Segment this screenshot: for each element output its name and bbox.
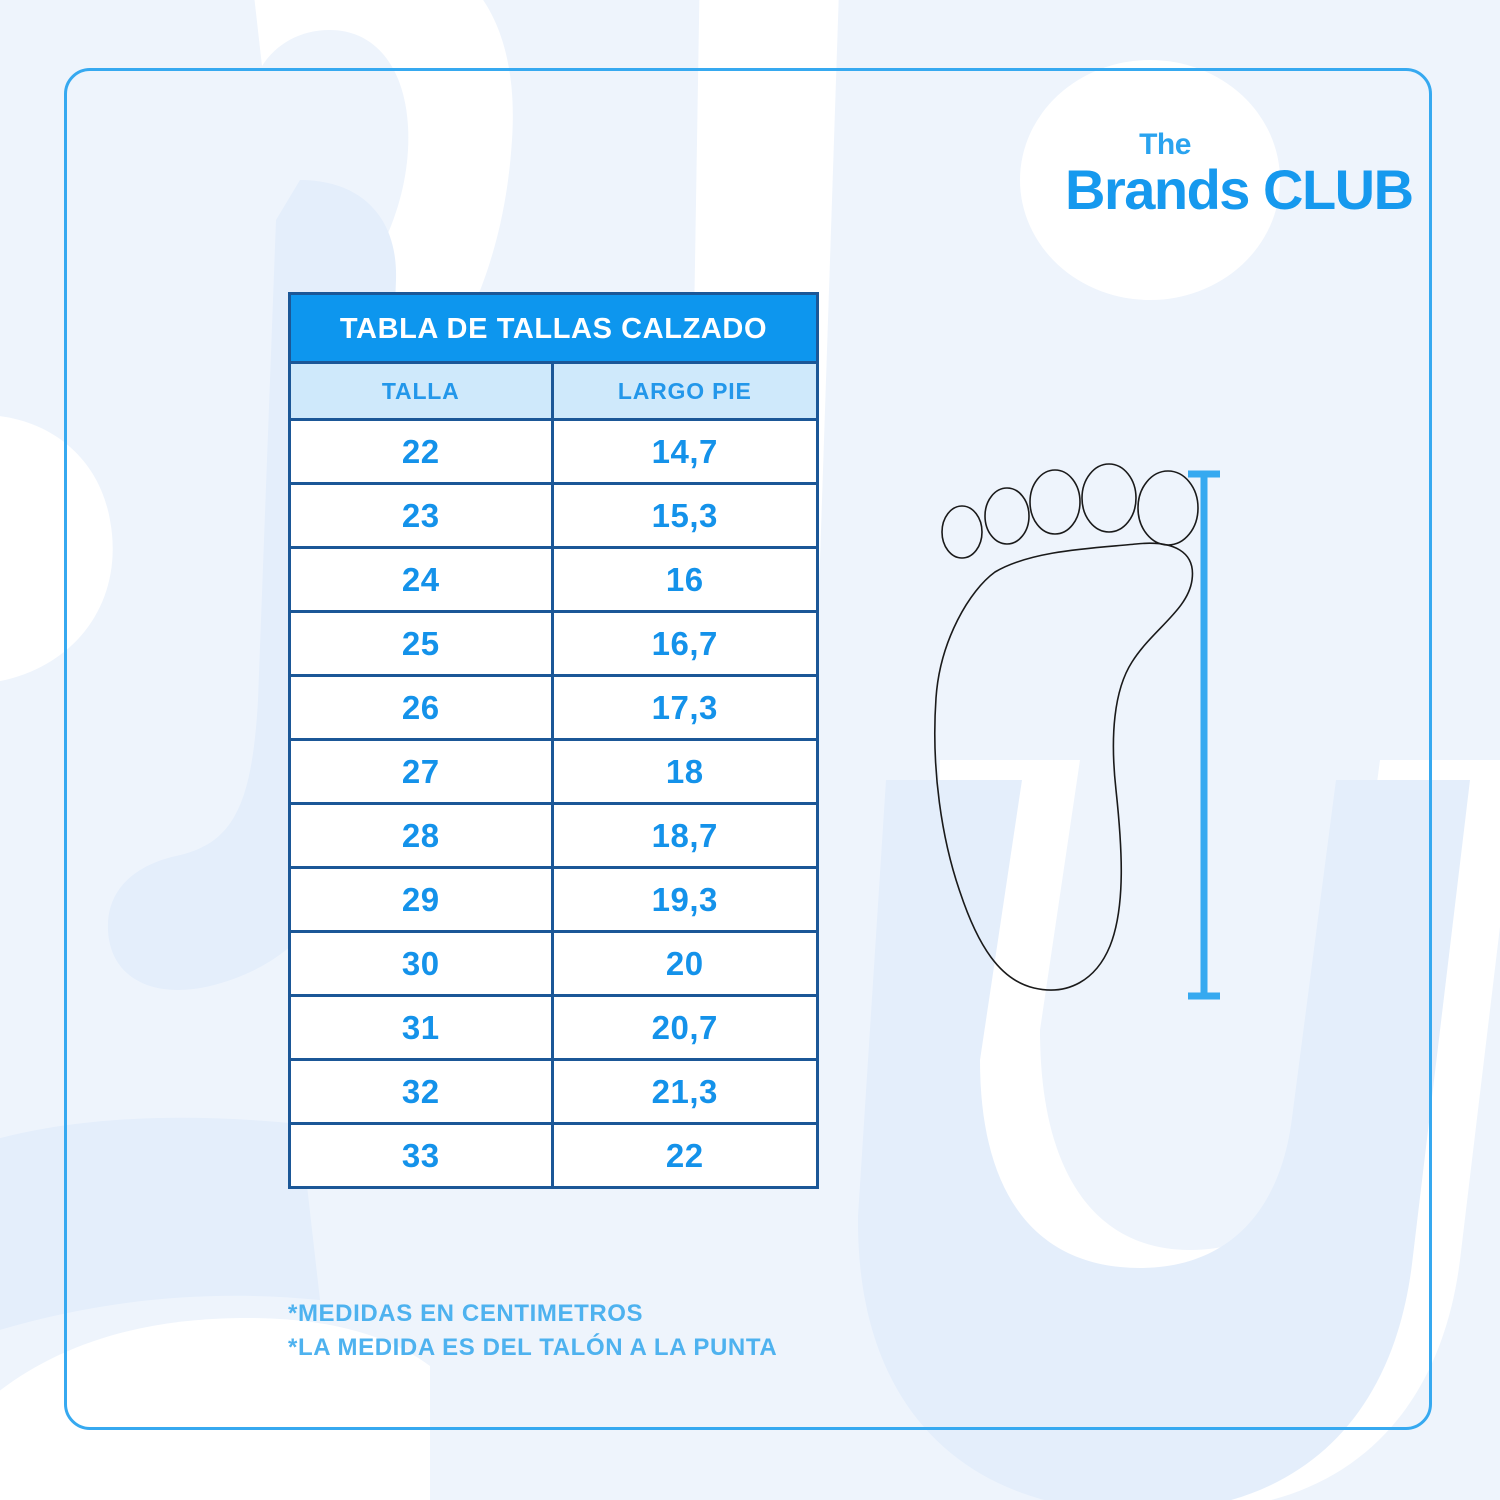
- cell-talla: 27: [291, 741, 554, 802]
- cell-talla: 24: [291, 549, 554, 610]
- cell-largo-pie: 16: [665, 561, 704, 598]
- logo-brands-club-text: Brands CLUB: [1065, 158, 1414, 221]
- table-row: 31 20,7: [291, 997, 816, 1061]
- cell-largo-pie: 20: [665, 945, 704, 982]
- cell-talla: 28: [291, 805, 554, 866]
- cell-talla: 22: [291, 421, 554, 482]
- shoe-size-table: TABLA DE TALLAS CALZADO TALLA LARGO PIE …: [288, 292, 819, 1189]
- cell-largo-pie: 18: [665, 753, 704, 790]
- cell-largo-pie: 15,3: [651, 497, 718, 534]
- table-row: 26 17,3: [291, 677, 816, 741]
- foot-diagram: [934, 463, 1220, 1000]
- table-row: 30 20: [291, 933, 816, 997]
- table-title: TABLA DE TALLAS CALZADO: [291, 295, 816, 364]
- footnotes: *MEDIDAS EN CENTIMETROS *LA MEDIDA ES DE…: [288, 1297, 777, 1365]
- logo-the-text: The: [1139, 128, 1191, 161]
- table-row: 27 18: [291, 741, 816, 805]
- brand-logo: The Brands CLUB: [1065, 130, 1414, 221]
- table-row: 32 21,3: [291, 1061, 816, 1125]
- table-row: 23 15,3: [291, 485, 816, 549]
- cell-talla: 23: [291, 485, 554, 546]
- table-row: 24 16: [291, 549, 816, 613]
- footnote-units: *MEDIDAS EN CENTIMETROS: [288, 1300, 644, 1327]
- cell-largo-pie: 18,7: [651, 817, 718, 854]
- cell-largo-pie: 17,3: [651, 689, 718, 726]
- cell-largo-pie: 21,3: [651, 1073, 718, 1110]
- table-row: 33 22: [291, 1125, 816, 1186]
- table-header-row: TALLA LARGO PIE: [291, 364, 816, 421]
- footnote-measure-method: *LA MEDIDA ES DEL TALÓN A LA PUNTA: [288, 1334, 778, 1362]
- cell-talla: 33: [291, 1125, 554, 1186]
- border-frame: [64, 68, 1432, 1430]
- table-row: 29 19,3: [291, 869, 816, 933]
- cell-talla: 29: [291, 869, 554, 930]
- cell-largo-pie: 16,7: [651, 625, 718, 662]
- table-row: 28 18,7: [291, 805, 816, 869]
- cell-largo-pie: 19,3: [651, 881, 718, 918]
- table-row: 22 14,7: [291, 421, 816, 485]
- cell-talla: 31: [291, 997, 554, 1058]
- length-measure-bar: [1188, 470, 1220, 1000]
- cell-largo-pie: 14,7: [651, 433, 718, 470]
- table-row: 25 16,7: [291, 613, 816, 677]
- cell-largo-pie: 22: [665, 1137, 704, 1174]
- cell-talla: 30: [291, 933, 554, 994]
- column-header-largo-pie: LARGO PIE: [617, 378, 752, 404]
- cell-talla: 26: [291, 677, 554, 738]
- column-header-talla: TALLA: [291, 364, 554, 418]
- table-body: TALLA LARGO PIE 22 14,7 23 15,3 24 16 25…: [291, 364, 816, 1186]
- cell-largo-pie: 20,7: [651, 1009, 718, 1046]
- cell-talla: 32: [291, 1061, 554, 1122]
- cell-talla: 25: [291, 613, 554, 674]
